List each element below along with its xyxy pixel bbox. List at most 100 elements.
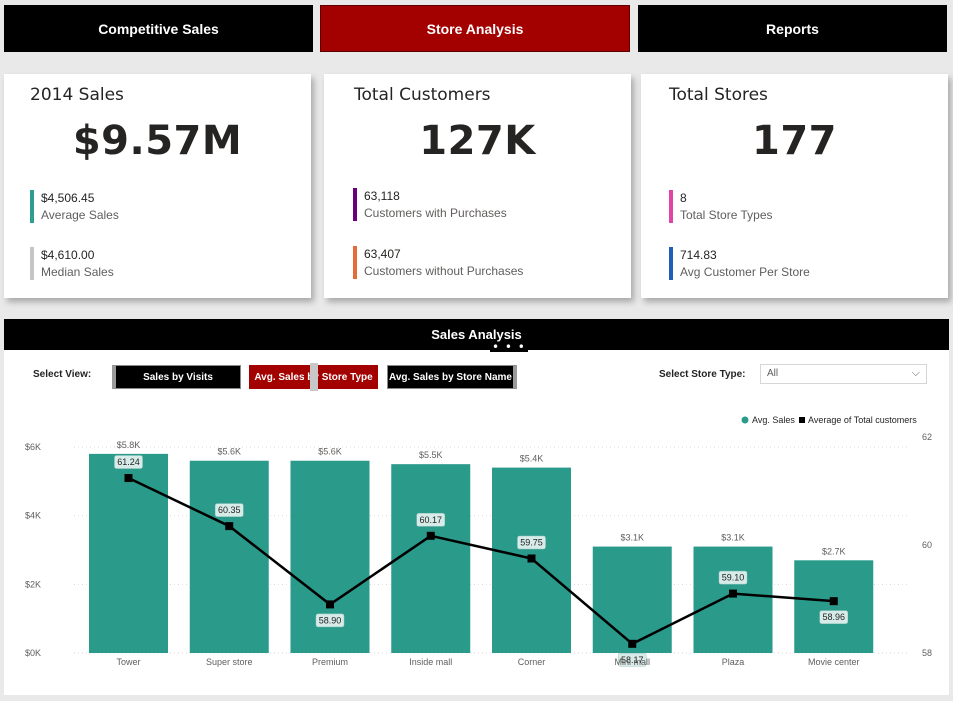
bar-data-label: $5.6K (318, 447, 342, 457)
kpi-avg-customer-per-store: 714.83 Avg Customer Per Store (669, 247, 810, 281)
kpi-customers-without-purchases: 63,407 Customers without Purchases (353, 246, 523, 280)
select-view-label: Select View: (33, 369, 92, 380)
line-point-marker (628, 639, 637, 648)
kpi-label: Avg Customer Per Store (680, 265, 810, 279)
bar-data-label: $3.1K (620, 533, 644, 543)
bar-data-label: $5.6K (217, 447, 241, 457)
line-data-label: 61.24 (117, 457, 140, 467)
x-category-label: Movie center (808, 657, 860, 667)
line-data-label-bg (315, 613, 345, 628)
line-point-marker (829, 597, 838, 606)
bar-movie-center (794, 560, 874, 653)
resize-handle[interactable] (310, 363, 318, 391)
card-title: Total Stores (669, 85, 768, 105)
x-category-label: Corner (518, 657, 546, 667)
bar-data-label: $5.5K (419, 450, 443, 460)
line-data-label-bg (114, 455, 143, 469)
kpi-value: 63,118 (364, 189, 400, 203)
kpi-label: Customers with Purchases (364, 206, 507, 220)
kpi-total-store-types: 8 Total Store Types (669, 190, 773, 224)
kpi-label: Total Store Types (680, 208, 773, 222)
store-type-selected-value: All (767, 368, 779, 379)
bar-inside-mall (391, 464, 471, 653)
kpi-color-bar (669, 247, 673, 280)
card-value: 127K (419, 118, 536, 164)
y-right-tick-label: 58 (922, 648, 932, 658)
customers-card: Total Customers 127K 63,118 Customers wi… (324, 74, 631, 298)
bar-data-label: $2.7K (822, 546, 846, 556)
kpi-customers-with-purchases: 63,118 Customers with Purchases (353, 188, 507, 222)
bar-tower (89, 453, 168, 653)
line-point-marker (225, 522, 234, 531)
x-category-label: Super store (206, 657, 253, 667)
sales-combo-chart: $5.8K $5.6K $5.6K $5.5K $5.4K $3.1K $3.1K $2.7K… (25, 415, 932, 667)
kpi-color-bar (30, 190, 34, 223)
kpi-color-bar (30, 247, 34, 280)
line-data-label-bg (819, 610, 848, 624)
bar-mini-mall (592, 546, 672, 653)
kpi-value: $4,610.00 (41, 248, 95, 262)
legend-avg-customers-marker (799, 417, 805, 423)
line-point-marker (729, 589, 737, 598)
bar-data-label: $5.8K (117, 440, 141, 450)
line-data-label-bg (416, 513, 445, 527)
line-data-label: 58.90 (319, 615, 342, 625)
y-left-tick-label: $4K (25, 511, 41, 521)
view-button-sales-by-visits[interactable]: Sales by Visits (112, 365, 241, 389)
nav-store-analysis-button[interactable]: Store Analysis (320, 5, 630, 52)
kpi-label: Average Sales (41, 208, 119, 222)
card-value: $9.57M (72, 118, 243, 164)
view-button-avg-sales-by-store-name[interactable]: Avg. Sales by Store Name (387, 365, 517, 389)
legend-avg-customers-label: Average of Total customers (808, 415, 917, 425)
line-point-marker (527, 554, 536, 563)
y-right-tick-label: 62 (922, 432, 932, 442)
sales-analysis-panel: Sales Analysis • • • Select View: Sales … (4, 319, 949, 695)
panel-title: Sales Analysis (4, 319, 949, 350)
x-category-label: Inside mall (409, 657, 452, 667)
line-data-label: 59.10 (722, 573, 745, 583)
line-data-label: 58.96 (822, 612, 845, 622)
kpi-color-bar (353, 246, 357, 279)
legend-avg-sales-marker (741, 416, 749, 424)
line-data-label-bg (718, 570, 748, 585)
nav-reports-button[interactable]: Reports (638, 5, 947, 52)
kpi-color-bar (353, 188, 357, 221)
bar-super-store (189, 460, 269, 653)
x-category-label: Tower (116, 657, 140, 667)
select-store-type-label: Select Store Type: (659, 369, 746, 380)
line-data-label: 60.35 (218, 505, 241, 515)
legend-avg-sales-label: Avg. Sales (752, 415, 795, 425)
y-left-tick-label: $2K (25, 579, 41, 589)
y-left-tick-label: $0K (25, 648, 41, 658)
bar-plaza (693, 546, 773, 653)
ellipsis-icon[interactable]: • • • (490, 340, 528, 354)
kpi-color-bar (669, 190, 673, 223)
avg-customers-line (127, 476, 834, 646)
x-category-label: Plaza (722, 657, 745, 667)
line-data-label-bg (215, 503, 244, 517)
line-data-label-bg (618, 653, 647, 667)
card-title: Total Customers (354, 85, 491, 105)
y-left-tick-label: $6K (25, 442, 41, 452)
line-data-label: 60.17 (419, 515, 442, 525)
kpi-value: $4,506.45 (41, 191, 95, 205)
bar-data-label: $5.4K (520, 454, 544, 464)
stores-card: Total Stores 177 8 Total Store Types 714… (641, 74, 948, 298)
kpi-value: 714.83 (680, 248, 717, 262)
line-data-label: 58.17 (621, 655, 644, 665)
line-point-marker (326, 600, 334, 609)
sales-card: 2014 Sales $9.57M $4,506.45 Average Sale… (4, 74, 311, 298)
card-title: 2014 Sales (30, 85, 124, 105)
kpi-median-sales: $4,610.00 Median Sales (30, 247, 114, 281)
card-value: 177 (752, 118, 837, 164)
chevron-down-icon: ⌵ (911, 367, 920, 379)
line-data-label: 59.75 (520, 538, 543, 548)
y-right-tick-label: 60 (922, 540, 932, 550)
line-point-marker (426, 531, 435, 540)
line-data-label-bg (517, 535, 546, 550)
nav-competitive-sales-button[interactable]: Competitive Sales (4, 5, 313, 52)
kpi-value: 63,407 (364, 247, 401, 261)
kpi-value: 8 (680, 191, 687, 205)
store-type-dropdown[interactable]: All ⌵ (760, 364, 927, 384)
line-point-marker (124, 474, 133, 483)
